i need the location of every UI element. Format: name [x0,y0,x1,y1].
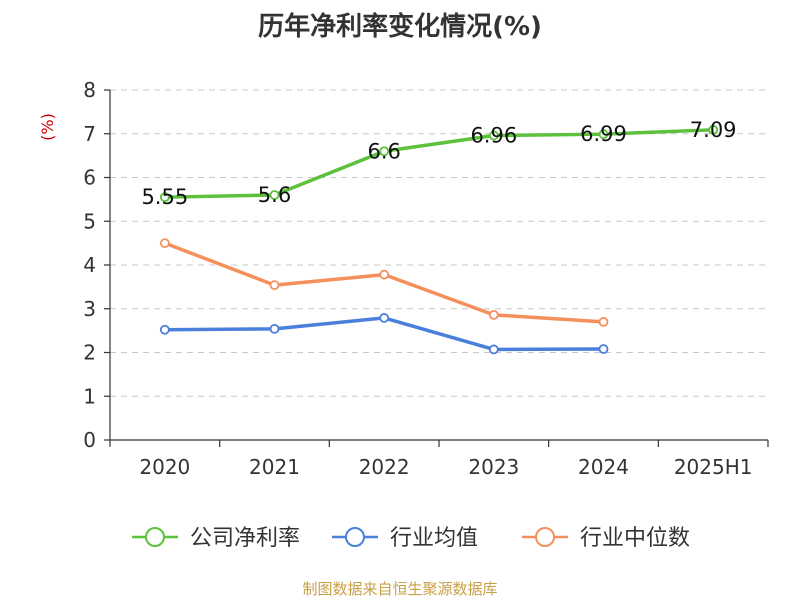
data-point[interactable] [379,269,390,280]
data-point[interactable] [598,316,609,327]
data-point[interactable] [269,323,280,334]
y-tick-label: 0 [83,428,96,452]
source-note: 制图数据来自恒生聚源数据库 [302,580,498,598]
y-tick-label: 6 [83,166,96,190]
legend-item[interactable]: 行业中位数 [522,526,690,551]
data-point[interactable] [488,309,499,320]
y-tick-label: 7 [83,122,96,146]
x-tick-label: 2021 [249,455,300,479]
data-point[interactable] [159,192,170,203]
grid-lines [110,89,768,397]
data-point[interactable] [269,280,280,291]
y-tick-label: 3 [83,297,96,321]
y-tick-label: 1 [83,384,96,408]
data-label: 6.99 [580,122,627,146]
data-label: 5.55 [141,185,188,209]
data-point[interactable] [598,129,609,140]
legend-label: 行业均值 [390,526,478,551]
y-tick-label: 8 [83,78,96,102]
data-point[interactable] [269,190,280,200]
data-label: 6.96 [470,124,517,148]
data-point[interactable] [159,324,170,335]
data-point[interactable] [488,130,499,141]
y-axis-label: (%) [38,113,57,141]
legend-label: 公司净利率 [190,526,300,551]
data-label: 7.09 [690,118,737,142]
data-point[interactable] [379,313,390,323]
data-labels: 5.55 5.6 6.6 6.96 6.99 7.09 [141,118,736,209]
legend-marker-icon [345,527,365,547]
legend: 公司净利率 行业均值 行业中位数 [132,526,690,551]
legend-marker-icon [535,527,555,547]
legend-marker-icon [145,527,165,547]
y-tick-label: 4 [83,253,96,277]
series-line [163,241,606,324]
data-label: 6.6 [367,139,400,163]
axes: 0 1 2 3 4 5 6 7 8 (%) 2020 2021 2022 2023 2024 2025H1 [38,78,769,479]
legend-item[interactable]: 行业均值 [332,526,478,551]
chart-title: 历年净利率变化情况(%) [258,12,542,42]
legend-item[interactable]: 公司净利率 [132,526,300,551]
data-point[interactable] [598,344,609,354]
x-tick-label: 2022 [359,455,410,479]
series-line [163,128,715,199]
data-point[interactable] [488,344,499,355]
y-tick-label: 2 [83,341,96,365]
x-tick-label: 2023 [468,455,519,479]
data-point[interactable] [379,146,390,157]
x-tick-label: 2020 [139,455,190,479]
data-label: 5.6 [258,183,291,207]
data-point[interactable] [708,124,719,135]
data-point[interactable] [159,238,170,249]
legend-label: 行业中位数 [580,526,690,551]
x-tick-label: 2025H1 [674,455,753,479]
series-lines [159,124,719,355]
x-tick-label: 2024 [578,455,629,479]
y-tick-label: 5 [83,209,96,233]
